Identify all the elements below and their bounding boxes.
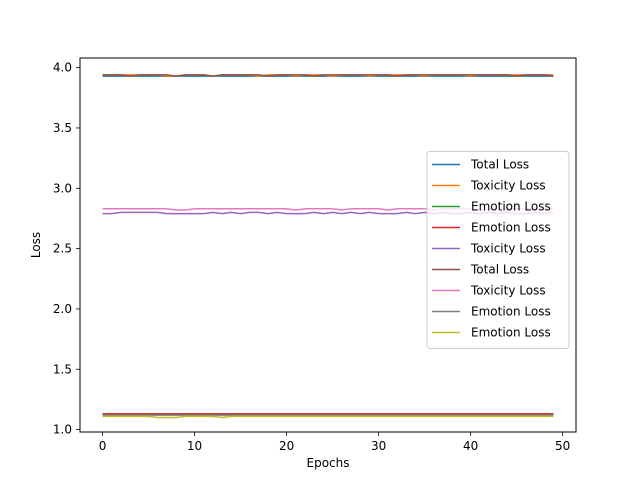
series-line-6 xyxy=(102,74,554,77)
y-tick-label: 3.5 xyxy=(53,121,72,135)
legend-entry-label: Total Loss xyxy=(470,263,529,277)
legend-entry-label: Toxicity Loss xyxy=(470,284,546,298)
x-tick-label: 20 xyxy=(279,439,294,453)
series-line-9 xyxy=(102,415,554,419)
x-tick-label: 30 xyxy=(371,439,386,453)
legend-entry-label: Toxicity Loss xyxy=(470,242,546,256)
y-tick-label: 4.0 xyxy=(53,61,72,75)
legend-entry-label: Total Loss xyxy=(470,158,529,172)
legend-entry-label: Emotion Loss xyxy=(471,305,551,319)
legend-entry-label: Emotion Loss xyxy=(471,200,551,214)
y-tick-label: 1.5 xyxy=(53,362,72,376)
x-tick-label: 40 xyxy=(463,439,478,453)
axes-frame xyxy=(79,57,577,433)
x-axis-ticks: 0 10 20 30 40 50 xyxy=(99,432,570,453)
legend: Total Loss Toxicity Loss Emotion Loss Emoti… xyxy=(426,151,570,349)
x-tick-label: 0 xyxy=(99,439,107,453)
x-axis-label: Epochs xyxy=(307,456,350,470)
y-axis-ticks: 1.0 1.5 2.0 2.5 3.0 3.5 4.0 xyxy=(53,61,80,437)
y-axis-label: Loss xyxy=(29,232,43,258)
y-tick-label: 2.5 xyxy=(53,242,72,256)
y-tick-label: 3.0 xyxy=(53,181,72,195)
legend-box xyxy=(426,151,570,349)
legend-entry-label: Emotion Loss xyxy=(471,326,551,340)
x-tick-label: 10 xyxy=(187,439,202,453)
legend-entry-label: Toxicity Loss xyxy=(470,179,546,193)
y-tick-label: 1.0 xyxy=(53,423,72,437)
legend-entry-label: Emotion Loss xyxy=(471,221,551,235)
y-tick-label: 2.0 xyxy=(53,302,72,316)
x-tick-label: 50 xyxy=(555,439,570,453)
